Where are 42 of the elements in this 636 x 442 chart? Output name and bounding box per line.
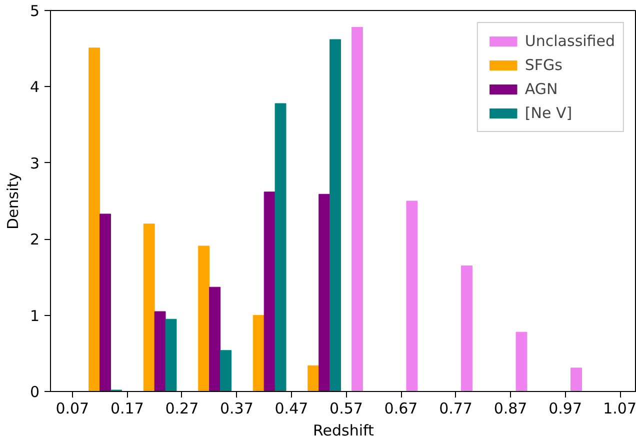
bar [516,332,528,392]
y-tick-label: 1 [30,306,40,325]
bar [154,311,166,392]
bar [274,103,286,392]
bar [351,27,363,392]
bar [330,39,342,392]
x-tick-label: 0.67 [384,400,418,418]
y-tick-label: 3 [30,154,40,172]
bar [209,286,221,392]
bar [264,192,276,392]
legend-label: Unclassified [524,31,615,51]
x-tick-label: 0.47 [274,400,308,418]
legend-label: SFGs [524,55,562,75]
bar [406,200,418,392]
legend-label: AGN [524,79,558,99]
bar [100,214,111,392]
x-axis-title: Redshift [313,422,374,440]
legend-label: [Ne V] [524,103,572,123]
bar [198,246,210,392]
x-tick-label: 0.37 [220,400,254,418]
x-tick-label: 0.07 [56,400,90,418]
bar [570,368,582,392]
bar [165,318,177,392]
y-tick-label: 5 [30,2,40,20]
y-tick-label: 0 [30,383,40,401]
x-tick-label: 0.97 [548,400,582,418]
bar [88,48,100,392]
bar [308,365,320,392]
bar [461,266,472,392]
x-tick-label: 0.87 [494,400,528,418]
bar [220,350,232,392]
bar [252,315,264,392]
y-axis-title: Density [4,172,22,230]
x-tick-label: 0.77 [439,400,472,418]
x-tick-label: 0.57 [330,400,363,418]
x-tick-label: 0.17 [110,400,144,418]
x-tick-label: 1.07 [603,400,636,418]
y-tick-label: 4 [30,78,40,96]
bar [318,194,330,392]
x-tick-label: 0.27 [165,400,199,418]
bar [143,224,155,392]
y-tick-label: 2 [30,230,40,249]
